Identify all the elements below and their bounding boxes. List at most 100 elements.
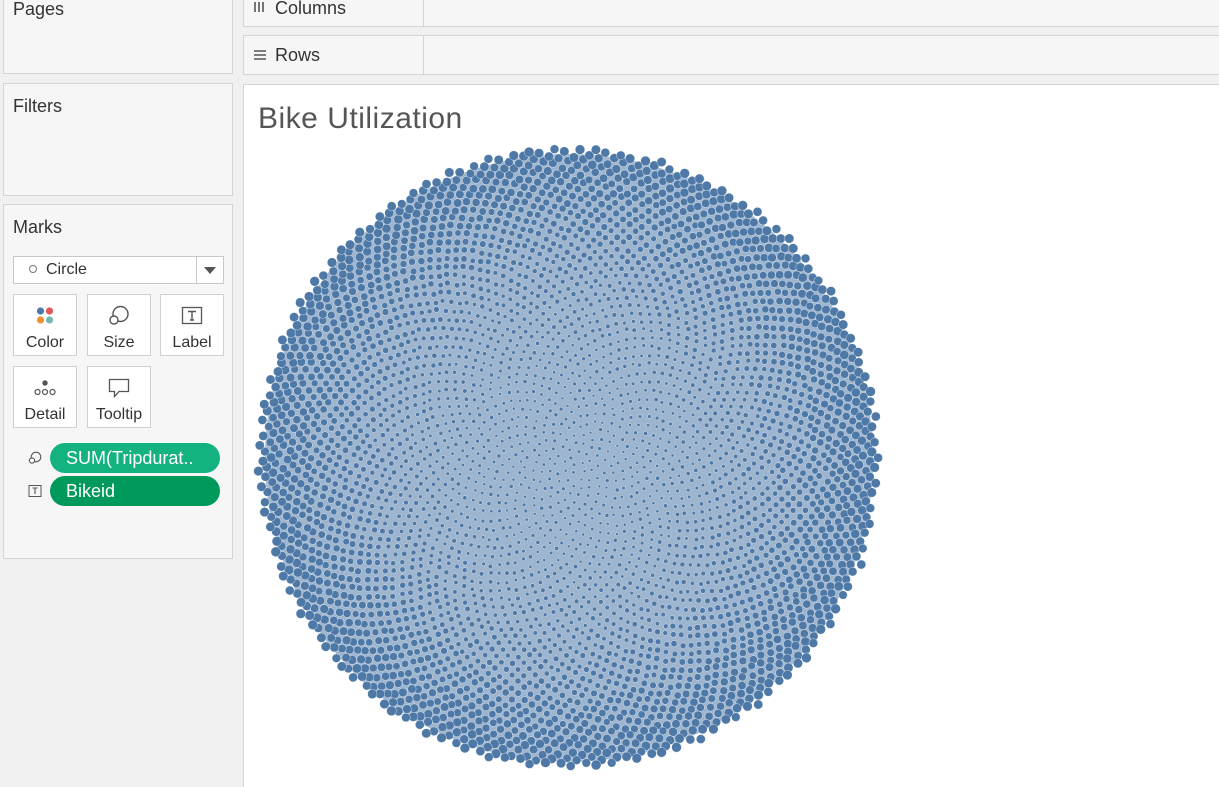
bike-bubble[interactable] [613,173,623,183]
bike-bubble[interactable] [774,659,784,668]
bike-bubble[interactable] [462,694,470,702]
bike-bubble[interactable] [735,218,744,227]
bike-bubble[interactable] [488,700,496,708]
bike-bubble[interactable] [636,747,646,757]
bike-bubble[interactable] [668,263,676,270]
bike-bubble[interactable] [425,487,430,493]
bike-bubble[interactable] [440,353,446,359]
bike-bubble[interactable] [339,582,347,591]
bike-bubble[interactable] [843,581,853,592]
bike-bubble[interactable] [421,179,432,189]
bike-bubble[interactable] [353,480,360,487]
bike-bubble[interactable] [566,478,570,483]
bike-bubble[interactable] [623,522,627,527]
bike-bubble[interactable] [686,282,693,289]
bike-bubble[interactable] [851,430,861,440]
bike-bubble[interactable] [585,243,592,250]
bike-bubble[interactable] [431,714,441,724]
bike-bubble[interactable] [386,451,392,458]
bike-bubble[interactable] [382,233,391,242]
bike-bubble[interactable] [758,545,765,552]
bike-bubble[interactable] [678,589,684,595]
bike-bubble[interactable] [580,307,585,312]
bike-bubble[interactable] [410,557,416,563]
bike-bubble[interactable] [573,397,578,402]
bike-bubble[interactable] [564,314,570,320]
bike-bubble[interactable] [559,355,564,360]
bike-bubble[interactable] [543,670,550,677]
bike-bubble[interactable] [323,366,332,375]
bike-bubble[interactable] [443,344,449,350]
bike-bubble[interactable] [288,437,297,447]
bike-bubble[interactable] [508,308,514,314]
bike-bubble[interactable] [717,514,723,520]
bike-bubble[interactable] [535,230,542,237]
bike-bubble[interactable] [395,351,402,359]
bike-bubble[interactable] [561,701,569,709]
bike-bubble[interactable] [631,319,636,324]
bike-bubble[interactable] [354,618,362,627]
bike-bubble[interactable] [658,436,663,441]
bike-bubble[interactable] [550,220,558,228]
bike-bubble[interactable] [615,713,624,722]
bike-bubble[interactable] [410,432,415,438]
bike-bubble[interactable] [601,292,607,297]
bike-bubble[interactable] [451,419,456,424]
bike-bubble[interactable] [781,260,790,270]
bike-bubble[interactable] [767,382,774,389]
bike-bubble[interactable] [272,419,282,429]
bike-bubble[interactable] [839,545,849,555]
bike-bubble[interactable] [578,559,583,564]
bike-bubble[interactable] [416,326,422,333]
bike-bubble[interactable] [639,319,644,325]
bike-bubble[interactable] [645,397,649,402]
bike-bubble[interactable] [360,359,368,366]
bike-bubble[interactable] [587,752,597,762]
bike-bubble[interactable] [736,689,746,699]
bike-bubble[interactable] [379,528,386,535]
bike-bubble[interactable] [414,473,420,480]
bike-bubble[interactable] [597,484,602,489]
bike-bubble[interactable] [697,367,703,372]
bike-bubble[interactable] [801,481,810,490]
bike-bubble[interactable] [361,526,368,532]
bike-bubble[interactable] [434,459,439,464]
bike-bubble[interactable] [545,278,551,284]
bike-bubble[interactable] [710,252,718,261]
bike-bubble[interactable] [718,223,727,232]
bike-bubble[interactable] [522,285,528,291]
bike-bubble[interactable] [515,424,519,429]
bike-bubble[interactable] [346,627,356,637]
bike-bubble[interactable] [493,261,500,268]
bike-bubble[interactable] [421,620,427,626]
bike-bubble[interactable] [260,497,270,507]
bike-bubble[interactable] [385,680,395,690]
bike-bubble[interactable] [401,312,409,319]
bike-bubble[interactable] [362,681,372,691]
bike-bubble[interactable] [554,212,562,220]
bike-bubble[interactable] [413,364,420,371]
bike-bubble[interactable] [717,523,723,529]
bike-bubble[interactable] [701,275,708,282]
bike-bubble[interactable] [778,280,787,288]
bike-bubble[interactable] [845,333,856,344]
bike-bubble[interactable] [728,417,735,424]
bike-bubble[interactable] [412,284,419,291]
bike-bubble[interactable] [572,381,577,387]
bike-bubble[interactable] [610,397,615,402]
bike-bubble[interactable] [439,621,446,628]
bike-bubble[interactable] [763,552,770,559]
bike-bubble[interactable] [488,579,494,585]
bike-bubble[interactable] [746,558,753,565]
bike-bubble[interactable] [355,260,365,270]
bike-bubble[interactable] [347,593,355,601]
bike-bubble[interactable] [678,706,687,715]
bike-bubble[interactable] [429,317,436,324]
bike-bubble[interactable] [647,414,652,419]
bike-bubble[interactable] [534,261,540,267]
bike-bubble[interactable] [548,469,553,473]
bike-bubble[interactable] [759,271,768,280]
bike-bubble[interactable] [427,280,435,288]
bike-bubble[interactable] [657,681,665,689]
bike-bubble[interactable] [357,370,365,378]
